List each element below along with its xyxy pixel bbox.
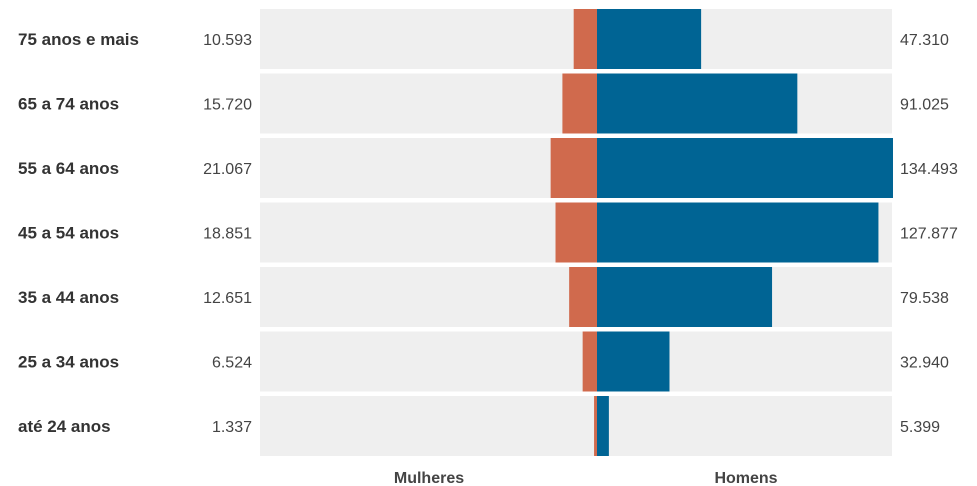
value-label-mulheres: 1.337 <box>212 419 252 436</box>
category-label: 25 a 34 anos <box>18 353 119 372</box>
value-label-homens: 134.493 <box>900 161 958 178</box>
category-label: 65 a 74 anos <box>18 95 119 114</box>
value-label-mulheres: 15.720 <box>203 97 252 114</box>
value-label-homens: 5.399 <box>900 419 940 436</box>
bar-mulheres <box>555 202 597 263</box>
category-label: 35 a 44 anos <box>18 288 119 307</box>
category-label: 75 anos e mais <box>18 30 139 49</box>
homens-bars <box>597 9 893 456</box>
bar-homens <box>597 331 670 392</box>
value-label-homens: 47.310 <box>900 32 949 49</box>
bar-homens <box>597 138 893 198</box>
category-label: até 24 anos <box>18 417 111 436</box>
axis-label-homens: Homens <box>714 470 777 486</box>
value-label-homens: 127.877 <box>900 226 958 243</box>
value-label-homens: 32.940 <box>900 355 949 372</box>
category-label: 45 a 54 anos <box>18 224 119 243</box>
bar-mulheres <box>562 73 597 134</box>
bar-mulheres <box>573 9 597 69</box>
row-track <box>260 331 892 392</box>
value-label-homens: 91.025 <box>900 97 949 114</box>
bar-homens <box>597 396 609 456</box>
axis-label-mulheres: Mulheres <box>394 470 464 486</box>
bar-homens <box>597 267 773 327</box>
bar-homens <box>597 202 879 263</box>
value-label-mulheres: 10.593 <box>203 32 252 49</box>
bar-mulheres <box>594 396 597 456</box>
row-track <box>260 396 892 456</box>
mulheres-value-labels: 10.593 15.720 21.067 18.851 12.651 6.524 1.337 <box>203 32 252 436</box>
value-label-homens: 79.538 <box>900 290 949 307</box>
bar-homens <box>597 73 798 134</box>
category-label: 55 a 64 anos <box>18 159 119 178</box>
homens-value-labels: 47.310 91.025 134.493 127.877 79.538 32.940 5.… <box>900 32 958 436</box>
bar-homens <box>597 9 702 69</box>
value-label-mulheres: 12.651 <box>203 290 252 307</box>
value-label-mulheres: 6.524 <box>212 355 252 372</box>
value-label-mulheres: 18.851 <box>203 226 252 243</box>
bar-mulheres <box>550 138 597 198</box>
category-labels: 75 anos e mais 65 a 74 anos 55 a 64 anos 45… <box>18 30 139 436</box>
value-label-mulheres: 21.067 <box>203 161 252 178</box>
mulheres-bars <box>550 9 597 456</box>
bar-mulheres <box>582 331 597 392</box>
bar-mulheres <box>569 267 597 327</box>
